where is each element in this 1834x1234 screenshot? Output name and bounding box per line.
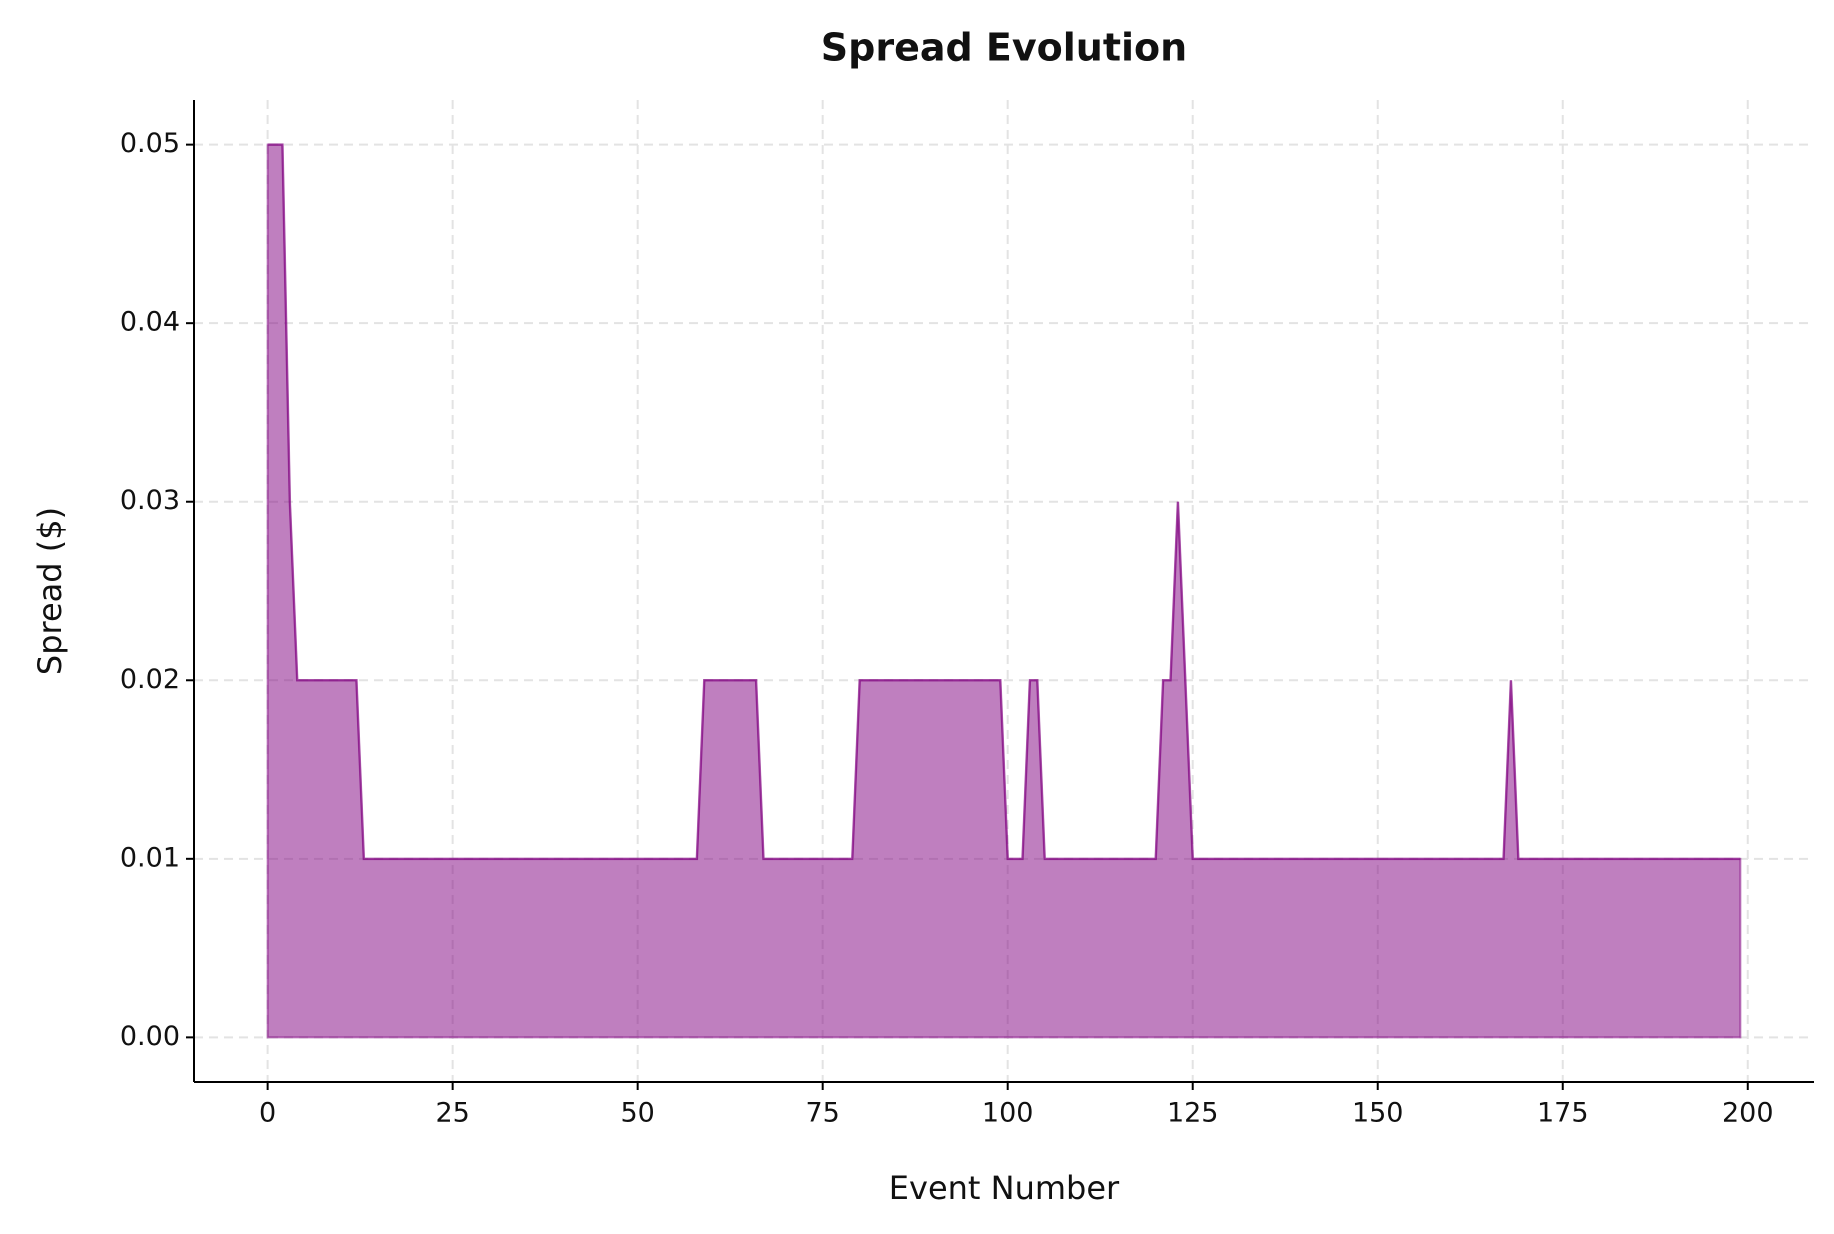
chart-title: Spread Evolution (821, 26, 1187, 70)
line (267, 143, 1741, 861)
y-tick-label: 0.04 (120, 307, 180, 338)
x-tick-label: 125 (1167, 1098, 1219, 1129)
y-tick-label: 0.05 (120, 128, 180, 159)
area (266, 143, 1742, 1039)
x-tick-label: 175 (1537, 1098, 1589, 1129)
y-tick-label: 0.01 (120, 842, 180, 873)
x-tick-label: 75 (806, 1098, 840, 1129)
y-tick-label: 0.03 (120, 485, 180, 516)
x-axis-label: Event Number (889, 1169, 1120, 1207)
x-tick-label: 25 (435, 1098, 469, 1129)
x-tick-label: 0 (259, 1098, 276, 1129)
x-tick-label: 50 (620, 1098, 654, 1129)
x-tick-label: 150 (1352, 1098, 1404, 1129)
x-tick-label: 200 (1722, 1098, 1774, 1129)
x-tick-label: 100 (982, 1098, 1034, 1129)
y-tick-label: 0.02 (120, 664, 180, 695)
y-axis-label: Spread ($) (31, 507, 69, 675)
y-tick-label: 0.00 (120, 1021, 180, 1052)
